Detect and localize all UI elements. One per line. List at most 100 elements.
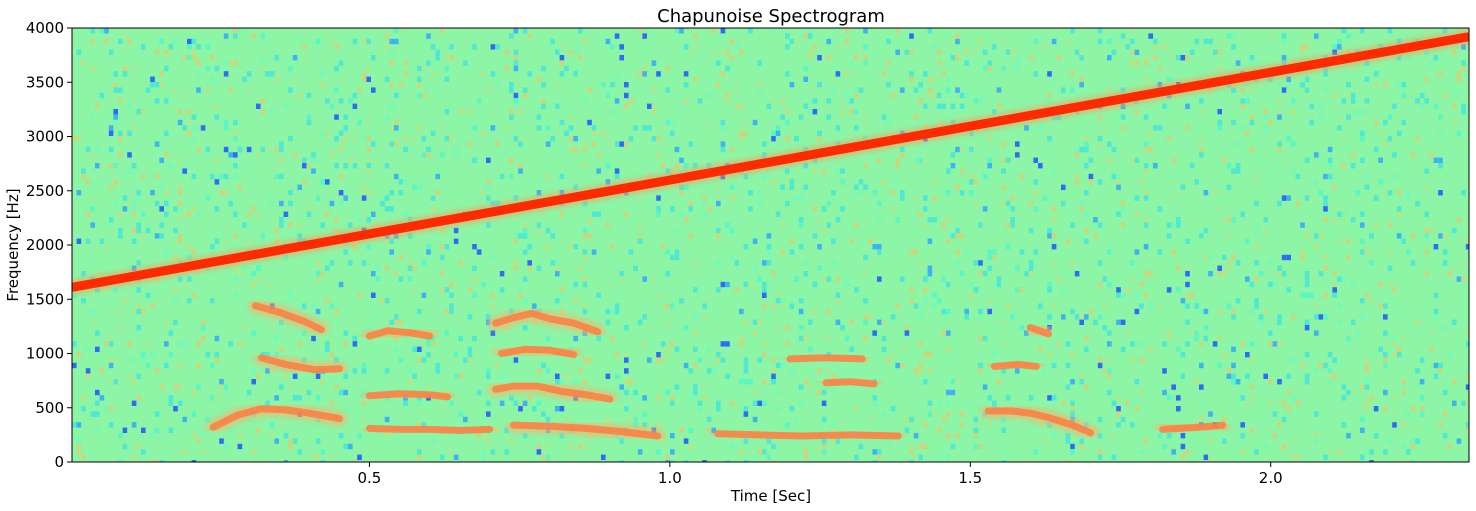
noise-cell: [536, 443, 542, 450]
noise-cell: [1286, 195, 1291, 201]
noise-cell: [614, 44, 620, 50]
noise-cell: [1148, 33, 1153, 39]
noise-cell: [863, 314, 868, 320]
noise-cell: [1185, 292, 1190, 298]
speech-harmonic: [492, 382, 614, 403]
noise-cell: [279, 222, 284, 228]
noise-cell: [467, 314, 473, 320]
noise-cell: [1203, 335, 1209, 342]
noise-cell: [1304, 87, 1310, 93]
noise-cell: [509, 395, 514, 401]
noise-cell: [145, 362, 151, 369]
noise-cell: [467, 287, 473, 293]
noise-cell: [798, 195, 804, 201]
noise-cell: [389, 319, 394, 325]
noise-cell: [1429, 152, 1434, 158]
noise-cell: [614, 341, 620, 347]
noise-cell: [407, 368, 413, 374]
noise-cell: [1231, 362, 1236, 369]
noise-cell: [1410, 460, 1416, 462]
noise-cell: [495, 44, 500, 50]
noise-cell: [182, 125, 187, 131]
noise-cell: [334, 357, 339, 363]
noise-cell: [771, 28, 776, 34]
noise-cell: [325, 152, 330, 158]
noise-cell: [136, 195, 141, 201]
noise-cell: [918, 211, 923, 217]
noise-cell: [555, 281, 560, 288]
noise-cell: [302, 33, 307, 39]
noise-cell: [338, 60, 344, 66]
speech-harmonic: [1026, 324, 1052, 338]
noise-cell: [964, 60, 969, 66]
noise-cell: [1166, 335, 1172, 342]
noise-cell: [265, 146, 270, 153]
noise-cell: [288, 233, 293, 239]
noise-cell: [1392, 303, 1397, 309]
noise-cell: [1281, 190, 1287, 196]
noise-cell: [1291, 98, 1296, 104]
noise-cell: [628, 379, 634, 385]
noise-cell: [85, 238, 91, 244]
noise-cell: [803, 103, 808, 109]
noise-cell: [821, 227, 827, 234]
noise-cell: [509, 109, 514, 115]
noise-cell: [325, 265, 330, 271]
noise-cell: [1217, 125, 1222, 131]
noise-cell: [725, 206, 730, 212]
noise-cell: [1360, 249, 1365, 255]
noise-cell: [591, 211, 597, 217]
noise-cell: [1240, 125, 1245, 131]
noise-cell: [122, 33, 128, 39]
noise-cell: [426, 254, 431, 261]
noise-cell: [743, 406, 749, 412]
noise-cell: [357, 87, 362, 93]
noise-cell: [1056, 368, 1061, 374]
noise-cell: [559, 71, 565, 77]
noise-cell: [532, 109, 537, 115]
noise-cell: [99, 163, 105, 169]
noise-cell: [619, 460, 624, 462]
noise-cell: [739, 335, 744, 342]
noise-cell: [472, 276, 477, 282]
noise-cell: [1226, 184, 1232, 190]
noise-cell: [1245, 276, 1250, 282]
noise-cell: [568, 114, 574, 120]
noise-cell: [987, 65, 992, 72]
noise-cell: [1143, 292, 1149, 298]
noise-cell: [1203, 190, 1209, 196]
noise-cell: [1327, 379, 1333, 385]
noise-cell: [923, 157, 928, 163]
noise-cell: [366, 163, 371, 169]
noise-cell: [1323, 217, 1328, 223]
noise-cell: [840, 168, 845, 174]
noise-cell: [702, 195, 707, 201]
noise-cell: [85, 211, 91, 217]
noise-cell: [1231, 346, 1236, 352]
noise-cell: [1079, 233, 1084, 239]
noise-cell: [890, 190, 896, 196]
noise-cell: [762, 287, 767, 293]
noise-cell: [131, 200, 137, 207]
noise-cell: [969, 173, 974, 180]
noise-cell: [660, 244, 666, 250]
noise-cell: [1277, 238, 1282, 244]
noise-cell: [660, 125, 666, 131]
noise-cell: [729, 254, 735, 261]
noise-cell: [670, 341, 675, 347]
noise-cell: [182, 92, 187, 99]
noise-cell: [693, 346, 698, 352]
noise-cell: [729, 184, 735, 190]
noise-cell: [1424, 233, 1429, 239]
noise-cell: [127, 227, 132, 234]
noise-cell: [306, 163, 312, 169]
noise-cell: [900, 87, 905, 93]
noise-cell: [1327, 373, 1333, 379]
noise-cell: [1180, 454, 1186, 460]
noise-cell: [1433, 362, 1439, 369]
noise-cell: [164, 130, 169, 136]
noise-cell: [831, 87, 836, 93]
noise-cell: [766, 314, 772, 320]
noise-cell: [835, 168, 841, 174]
noise-cell: [1153, 38, 1158, 45]
